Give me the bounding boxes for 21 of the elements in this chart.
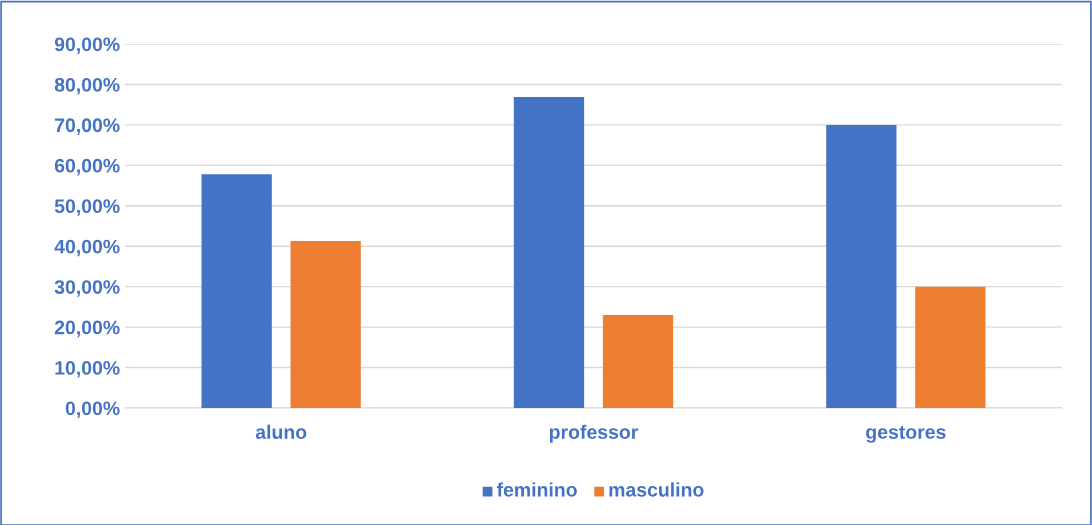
y-tick-label: 20,00% xyxy=(54,320,120,338)
bar xyxy=(290,240,361,408)
bar xyxy=(513,96,585,408)
y-tick-label: 90,00% xyxy=(54,37,120,55)
y-tick-label: 50,00% xyxy=(54,199,120,216)
y-tick-label: 70,00% xyxy=(55,118,120,135)
legend-label: feminino xyxy=(496,482,577,497)
y-tick-label: 80,00% xyxy=(54,77,120,95)
y-tick-label: 0,00% xyxy=(65,401,120,419)
bar xyxy=(201,174,272,408)
legend-label: masculino xyxy=(609,482,704,497)
bar xyxy=(602,314,674,408)
x-tick-label: gestores xyxy=(866,425,946,443)
y-tick-label: 10,00% xyxy=(55,361,120,378)
x-tick-label: aluno xyxy=(255,424,307,439)
bar xyxy=(826,124,897,408)
x-tick-label: professor xyxy=(549,424,639,443)
bar xyxy=(915,286,986,408)
y-tick-label: 30,00% xyxy=(54,280,120,297)
y-tick-label: 40,00% xyxy=(54,239,120,257)
y-tick-label: 60,00% xyxy=(54,158,120,176)
